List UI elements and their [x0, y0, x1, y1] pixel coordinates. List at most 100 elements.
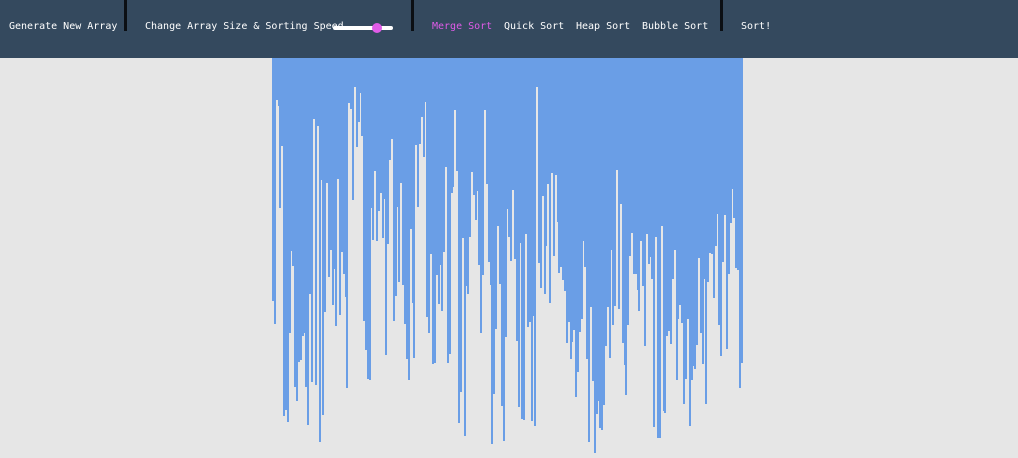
array-bar	[461, 58, 464, 238]
sort-button[interactable]: Sort!	[741, 21, 772, 32]
array-bar	[402, 58, 405, 285]
array-bar	[541, 58, 544, 196]
heap-sort-button[interactable]: Heap Sort	[576, 21, 631, 32]
array-bar	[392, 58, 395, 321]
bubble-sort-button[interactable]: Bubble Sort	[642, 21, 709, 32]
array-bar	[510, 58, 513, 261]
array-bar	[593, 58, 596, 453]
array-bar	[603, 58, 606, 405]
generate-new-array-button[interactable]: Generate New Array	[9, 21, 118, 32]
array-bar	[407, 58, 410, 380]
array-bar	[517, 58, 520, 407]
array-bar	[474, 58, 477, 220]
array-bar	[564, 58, 567, 291]
array-bar	[387, 58, 390, 244]
array-bar	[690, 58, 693, 380]
array-bar	[422, 58, 425, 157]
array-bar	[471, 58, 474, 172]
array-bar	[664, 58, 667, 413]
array-bar	[705, 58, 708, 404]
array-bar	[588, 58, 591, 442]
array-bar	[294, 58, 297, 387]
array-bar	[433, 58, 436, 363]
array-bar	[644, 58, 646, 346]
array-bar	[738, 58, 741, 388]
array-bar	[718, 58, 721, 325]
array-bar	[658, 58, 661, 438]
array-bar	[671, 58, 674, 279]
array-bar	[396, 58, 399, 207]
array-bar	[374, 58, 377, 171]
array-bar	[444, 58, 447, 167]
array-bar	[454, 58, 457, 110]
array-bar	[666, 58, 669, 336]
array-bar	[530, 58, 533, 421]
navbar-divider	[720, 0, 723, 31]
array-bar	[621, 58, 624, 343]
array-bar	[534, 58, 537, 426]
array-bar	[391, 58, 394, 139]
quick-sort-button[interactable]: Quick Sort	[504, 21, 565, 32]
array-bar	[331, 58, 334, 305]
array-bar	[729, 58, 732, 223]
array-bar	[487, 58, 490, 262]
array-bar	[692, 58, 695, 366]
array-bar	[299, 58, 302, 360]
array-bar	[573, 58, 576, 330]
array-bar	[616, 58, 619, 170]
array-bar	[441, 58, 444, 311]
array-bar	[318, 58, 321, 442]
array-bar	[322, 58, 325, 415]
array-bar	[640, 58, 643, 241]
array-bar	[467, 58, 470, 294]
array-bar	[655, 58, 658, 237]
array-bar	[381, 58, 384, 238]
array-bar	[577, 58, 580, 372]
array-bar	[578, 58, 581, 332]
array-bar	[325, 58, 328, 183]
merge-sort-button[interactable]: Merge Sort	[432, 21, 493, 32]
array-bar	[595, 58, 598, 414]
array-bar	[344, 58, 347, 297]
array-bar	[404, 58, 407, 324]
array-bar	[504, 58, 507, 337]
array-bar	[275, 58, 278, 100]
array-bar	[608, 58, 611, 358]
array-bar	[636, 58, 639, 290]
array-size-speed-slider[interactable]	[333, 23, 393, 33]
array-bar	[327, 58, 330, 277]
array-bar	[519, 58, 522, 243]
array-bar	[500, 58, 503, 406]
array-bar	[696, 58, 699, 345]
array-bar	[417, 58, 420, 207]
array-bar	[288, 58, 291, 333]
array-bar	[660, 58, 663, 226]
array-bar	[368, 58, 371, 380]
array-bar	[285, 58, 288, 410]
array-bar	[281, 58, 284, 146]
array-bar	[495, 58, 498, 329]
array-bar	[497, 58, 500, 226]
array-bar	[647, 58, 650, 264]
slider-thumb[interactable]	[371, 23, 382, 33]
array-bar	[526, 58, 529, 327]
array-bar	[681, 58, 684, 323]
array-bar	[612, 58, 615, 325]
array-bar	[353, 58, 356, 87]
array-bar	[296, 58, 299, 401]
array-bar	[439, 58, 442, 265]
array-bar	[311, 58, 314, 382]
array-bar	[703, 58, 706, 279]
array-bar	[383, 58, 386, 199]
array-bar	[301, 58, 304, 336]
array-bar	[601, 58, 604, 430]
array-bar	[385, 58, 388, 355]
array-bar	[625, 58, 628, 395]
array-bar	[335, 58, 338, 326]
array-bar	[610, 58, 613, 250]
array-bar	[539, 58, 542, 288]
array-bar	[316, 58, 319, 126]
array-bar	[338, 58, 341, 315]
array-size-speed-label: Change Array Size & Sorting Speed	[145, 21, 344, 32]
array-bar	[560, 58, 563, 267]
